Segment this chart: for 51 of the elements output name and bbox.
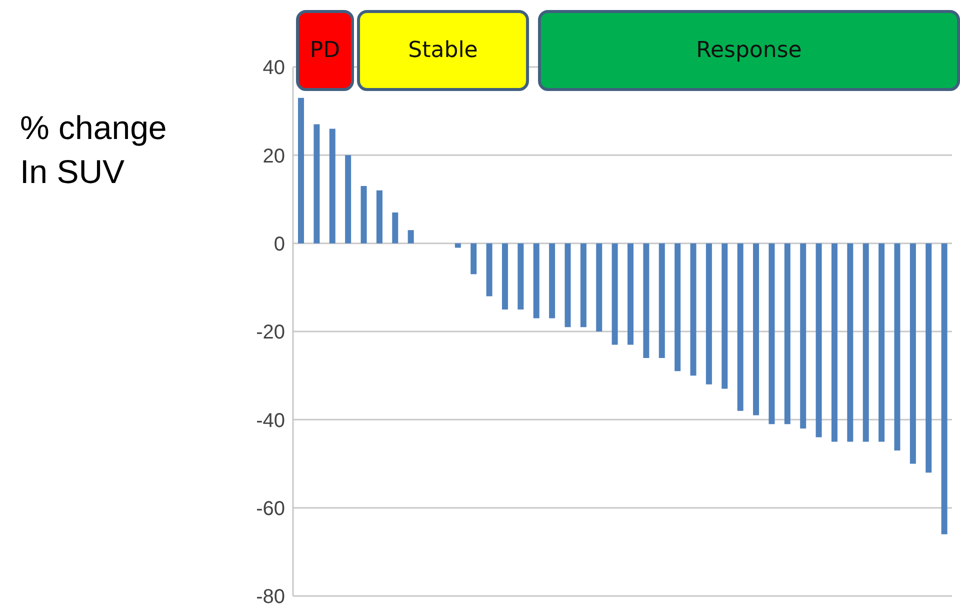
- bar: [722, 243, 728, 389]
- bar: [910, 243, 916, 464]
- y-tick-label: -80: [256, 586, 285, 608]
- bar: [768, 243, 775, 424]
- bar: [658, 243, 665, 358]
- bar: [674, 243, 681, 372]
- bar: [392, 212, 398, 244]
- bar: [533, 243, 540, 318]
- bar: [753, 243, 760, 416]
- bar: [690, 243, 696, 376]
- bar: [345, 155, 352, 244]
- bar: [549, 243, 556, 318]
- bar: [360, 186, 367, 244]
- bar: [894, 243, 900, 451]
- y-axis-title: % change In SUV: [20, 108, 168, 192]
- bar: [376, 190, 382, 244]
- bar: [486, 243, 492, 296]
- bar: [643, 243, 650, 358]
- bar: [454, 243, 461, 248]
- bar: [314, 124, 320, 244]
- bar: [612, 243, 618, 345]
- y-tick-label: -40: [256, 410, 285, 432]
- bar: [502, 243, 508, 310]
- bar: [329, 128, 336, 244]
- bar: [298, 98, 304, 244]
- bar: [847, 243, 854, 442]
- bar: [800, 243, 806, 428]
- bar: [518, 243, 524, 310]
- bar: [941, 243, 948, 534]
- bar: [816, 243, 822, 438]
- text: Response: [696, 38, 802, 63]
- bar: [470, 243, 477, 274]
- bar: [862, 243, 869, 442]
- bar: [564, 243, 571, 328]
- bar: [831, 243, 838, 442]
- y-tick-label: 40: [262, 57, 285, 80]
- y-tick-label: 0: [274, 233, 285, 256]
- bar: [706, 243, 712, 384]
- y-tick-label: 20: [262, 145, 285, 168]
- bar: [628, 243, 634, 345]
- bar: [878, 243, 885, 442]
- text: PD: [310, 38, 340, 63]
- bar: [580, 243, 586, 328]
- y-tick-label: -60: [256, 498, 285, 520]
- text: Stable: [408, 38, 478, 63]
- bar: [408, 230, 414, 244]
- bar: [737, 243, 744, 411]
- y-tick-label: -20: [256, 322, 285, 344]
- bar: [596, 243, 602, 332]
- bar: [926, 243, 932, 473]
- bar: [784, 243, 790, 424]
